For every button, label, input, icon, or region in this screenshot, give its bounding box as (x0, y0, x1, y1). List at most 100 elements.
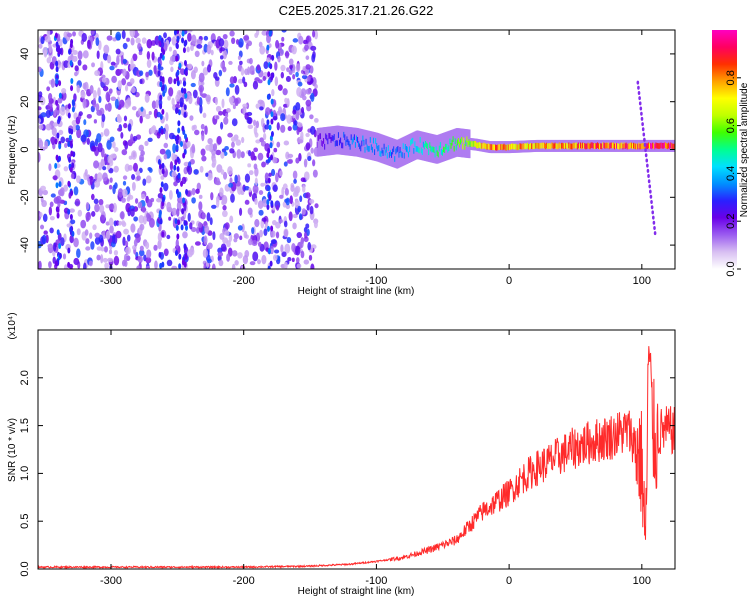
colorbar-label: Normalized spectral amplitude (739, 82, 750, 217)
spectrogram-cell (286, 67, 290, 73)
spectrogram-cell (284, 97, 288, 104)
spectrogram-ridge (595, 143, 598, 149)
spectrogram-cell (109, 225, 114, 234)
spectrogram-cell (46, 57, 52, 64)
spectrogram-cell (207, 137, 213, 145)
spectrogram-streak-cell (176, 35, 180, 42)
spectrogram-halo (324, 127, 327, 156)
spectrogram-ridge (382, 150, 385, 156)
spectrogram-halo (419, 131, 422, 160)
spectrogram-streak-cell (69, 226, 73, 233)
spectrogram-ridge (379, 150, 382, 157)
spectrogram-ridge (634, 143, 637, 150)
spectrogram-cell (228, 182, 234, 188)
spectrogram-cell (137, 43, 142, 50)
spectrogram-ridge (560, 142, 563, 149)
spectrogram-artifact (648, 184, 652, 189)
spectrogram-cell (196, 43, 203, 49)
spectrogram-halo (360, 128, 363, 158)
spectrogram-cell (273, 249, 280, 254)
spectrogram-cell (297, 81, 303, 87)
spectrogram-ridge (426, 142, 429, 149)
spectrogram-streak-cell (161, 196, 165, 203)
spectrogram-ridge (628, 143, 631, 150)
spectrogram-halo (452, 129, 455, 158)
spectrogram-cell (40, 112, 47, 118)
spectrogram-cell (171, 265, 178, 269)
spectrogram-halo (441, 133, 444, 162)
spectrogram-cell (98, 198, 104, 206)
spectrogram-artifact (653, 225, 656, 230)
spectrogram-cell (229, 148, 235, 154)
spectrogram-cell (196, 39, 203, 45)
spectrogram-ridge (318, 133, 321, 140)
spectrogram-streak-cell (177, 192, 181, 199)
spectrogram-cell (108, 217, 114, 227)
spectrogram-ridge (330, 137, 333, 143)
spectrogram-streak-cell (162, 49, 166, 56)
spectrogram-cell (139, 154, 145, 163)
spectrogram-halo (350, 127, 353, 156)
spectrogram-cell (106, 164, 111, 170)
spectrogram-ridge (510, 143, 513, 150)
spectrogram-ridge (522, 143, 525, 149)
spectrogram-ridge (320, 140, 323, 146)
spectrogram-ridge (354, 142, 357, 148)
spectrogram-streak-cell (181, 208, 185, 215)
spectrogram-streak-cell (268, 124, 272, 131)
spectrogram-cell (128, 155, 133, 160)
spectrogram-ridge (556, 143, 559, 150)
spectrogram-streak-cell (161, 168, 165, 175)
spectrogram-ridge (562, 143, 565, 149)
colorbar: 0.0 0.2 0.4 0.6 0.8 Normalized spectral ampl… (712, 30, 750, 277)
spectrogram-streak-cell (184, 92, 188, 99)
spectrogram-ridge (394, 156, 397, 162)
spectrogram-ridge (417, 146, 420, 153)
spectrogram-ridge (478, 142, 481, 149)
spectrogram-cell (300, 239, 304, 248)
spectrogram-cell (165, 111, 169, 122)
spectrogram-artifact (640, 111, 643, 116)
spectrogram-cell (74, 71, 78, 77)
spectrogram-cell (288, 69, 293, 75)
spectrogram-cell (272, 254, 278, 261)
spectrogram-cell (77, 209, 83, 217)
spectrogram-cell (144, 140, 149, 147)
spectrogram-cell (254, 219, 260, 228)
spectrogram-cell (118, 220, 122, 226)
spectrogram-cell (53, 110, 57, 117)
spectrogram-cell (261, 198, 268, 208)
spectrogram-ridge (448, 145, 451, 152)
spectrogram-streak-cell (181, 30, 185, 37)
spectrogram-artifact (644, 153, 648, 158)
spectrogram-cell (277, 55, 281, 63)
spectrogram-cell (147, 137, 153, 143)
spectrogram-cell (126, 196, 131, 202)
spectrogram-ridge (334, 140, 337, 147)
spectrogram-cell (241, 223, 245, 233)
spectrogram-cell (38, 118, 42, 124)
spectrogram-streak-cell (55, 41, 59, 48)
spectrogram-ridge (484, 143, 487, 149)
spectrogram-streak-cell (270, 200, 274, 207)
spectrogram-ridge (475, 142, 478, 149)
spectrogram-ridge (415, 146, 418, 152)
spectrogram-cell (59, 106, 66, 116)
spectrogram-streak-cell (180, 224, 184, 231)
spectrogram-cell (112, 234, 116, 244)
spectrogram-cell (166, 234, 171, 240)
spectrogram-cell (92, 224, 97, 231)
snr-x-tick-label: -100 (365, 575, 387, 587)
spectrogram-cell (312, 169, 318, 178)
spectrogram-cell (296, 263, 302, 269)
spectrogram-halo (375, 132, 378, 162)
spectrogram-cell (62, 253, 67, 260)
spectrogram-ridge (575, 142, 578, 149)
spectrogram-streak-cell (162, 90, 166, 97)
spectrogram-cell (139, 115, 143, 124)
spectrogram-y-tick-label: -40 (19, 237, 31, 253)
spectrogram-cell (301, 208, 306, 216)
spectrogram-ridge (637, 143, 640, 150)
spectrogram-cell (84, 229, 89, 236)
spectrogram-ridge (607, 142, 610, 149)
